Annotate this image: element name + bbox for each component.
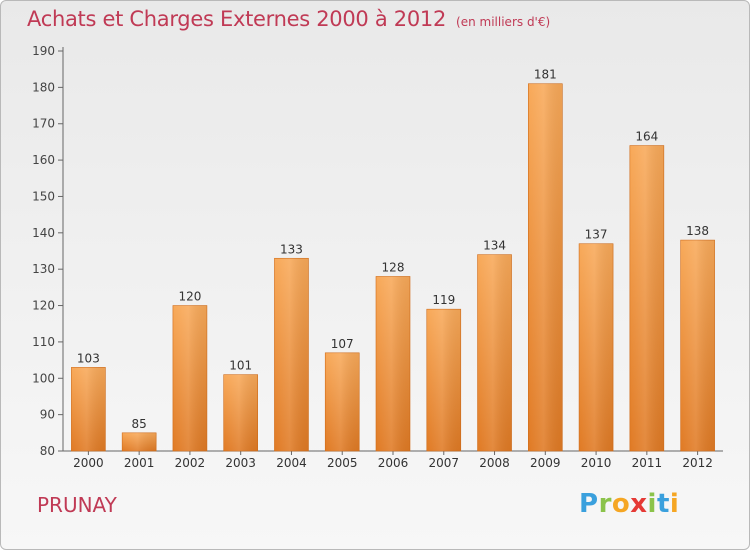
x-tick-label: 2012 bbox=[682, 456, 713, 470]
x-tick-label: 2007 bbox=[428, 456, 459, 470]
y-tick-label: 140 bbox=[32, 226, 55, 240]
y-tick-label: 170 bbox=[32, 117, 55, 131]
y-tick-label: 80 bbox=[40, 444, 55, 458]
y-tick-label: 110 bbox=[32, 335, 55, 349]
chart-unit: (en milliers d'€) bbox=[456, 15, 551, 29]
chart-axes: 80 90 100 110 120 130 140 150 160 170 180 190 bbox=[32, 44, 723, 458]
data-label: 103 bbox=[77, 351, 100, 365]
bar-shine bbox=[376, 276, 410, 451]
x-tick-label: 2010 bbox=[581, 456, 612, 470]
data-label: 181 bbox=[534, 68, 557, 82]
data-label: 101 bbox=[229, 359, 252, 373]
y-tick-label: 180 bbox=[32, 80, 55, 94]
data-label: 120 bbox=[178, 290, 201, 304]
y-tick-label: 160 bbox=[32, 153, 55, 167]
chart-title: Achats et Charges Externes 2000 à 2012 bbox=[27, 7, 447, 31]
chart-bars bbox=[71, 83, 715, 452]
data-label: 85 bbox=[132, 417, 147, 431]
x-tick-label: 2005 bbox=[327, 456, 358, 470]
x-tick-label: 2000 bbox=[73, 456, 104, 470]
data-label: 164 bbox=[635, 130, 658, 144]
logo-letter: r bbox=[598, 489, 612, 519]
y-tick-label: 190 bbox=[32, 44, 55, 58]
x-tick-label: 2002 bbox=[175, 456, 206, 470]
data-label: 138 bbox=[686, 224, 709, 238]
city-name: PRUNAY bbox=[37, 493, 117, 517]
bar-shine bbox=[172, 305, 207, 451]
chart-labels: 2000 103 2001 85 2002 120 2003 101 2004 133 2005 10… bbox=[73, 68, 713, 470]
bar-shine bbox=[426, 309, 461, 451]
x-tick-label: 2006 bbox=[378, 456, 409, 470]
logo-letter: i bbox=[669, 489, 680, 519]
bar-shine bbox=[680, 240, 715, 451]
data-label: 107 bbox=[331, 337, 354, 351]
bar-shine bbox=[579, 243, 614, 451]
proxiti-logo: Proxiti bbox=[579, 489, 679, 519]
x-tick-label: 2001 bbox=[124, 456, 155, 470]
chart-header: Achats et Charges Externes 2000 à 2012 (e… bbox=[27, 7, 550, 31]
logo-letter: x bbox=[630, 489, 648, 519]
x-tick-label: 2004 bbox=[276, 456, 307, 470]
data-label: 119 bbox=[432, 293, 455, 307]
bar-shine bbox=[122, 432, 157, 451]
data-label: 137 bbox=[585, 228, 608, 242]
y-tick-label: 100 bbox=[32, 371, 55, 385]
bar-shine bbox=[629, 145, 664, 451]
bar-shine bbox=[223, 374, 258, 451]
x-tick-label: 2003 bbox=[225, 456, 256, 470]
bar-shine bbox=[325, 352, 360, 451]
x-tick-label: 2009 bbox=[530, 456, 561, 470]
data-label: 134 bbox=[483, 239, 506, 253]
bar-shine bbox=[71, 367, 106, 451]
data-label: 133 bbox=[280, 242, 303, 256]
y-tick-label: 150 bbox=[32, 189, 55, 203]
logo-letter: t bbox=[656, 489, 670, 519]
x-tick-label: 2011 bbox=[632, 456, 663, 470]
y-tick-label: 90 bbox=[40, 408, 55, 422]
bar-shine bbox=[477, 254, 512, 451]
logo-letter: i bbox=[647, 489, 657, 519]
bar-shine bbox=[274, 258, 309, 451]
logo-letter: o bbox=[611, 489, 631, 519]
y-tick-label: 120 bbox=[32, 299, 55, 313]
logo-letter: P bbox=[579, 489, 599, 519]
data-label: 128 bbox=[382, 260, 405, 274]
x-tick-label: 2008 bbox=[479, 456, 510, 470]
y-tick-label: 130 bbox=[32, 262, 55, 276]
bar-shine bbox=[528, 83, 563, 452]
